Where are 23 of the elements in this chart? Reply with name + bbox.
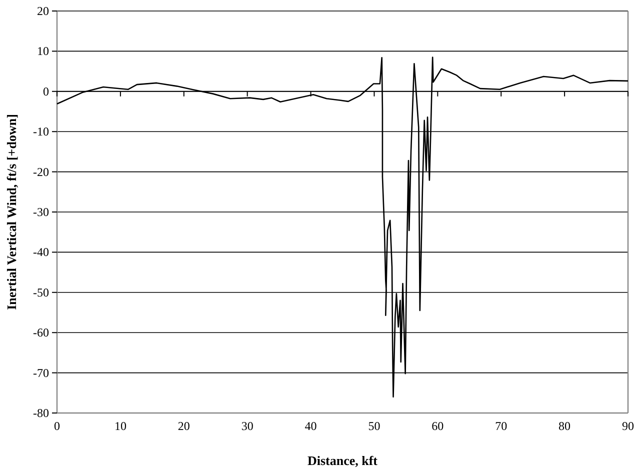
x-tick-label: 80 — [558, 419, 571, 433]
y-tick-label: -10 — [33, 124, 49, 139]
x-tick-label: 70 — [495, 419, 508, 433]
x-tick-label: 60 — [432, 419, 444, 433]
y-tick-label: -70 — [33, 366, 49, 380]
y-tick-label: 10 — [37, 44, 49, 58]
x-tick-label: 20 — [178, 419, 190, 433]
y-tick-label: -60 — [33, 326, 49, 340]
y-tick-label: -30 — [33, 205, 49, 219]
x-tick-label: 90 — [622, 419, 634, 433]
x-tick-label: 10 — [114, 419, 126, 433]
y-tick-label: 0 — [43, 84, 49, 98]
y-tick-label: 20 — [37, 4, 49, 18]
x-tick-label: 40 — [304, 419, 317, 433]
y-tick-label: -80 — [33, 406, 49, 420]
x-axis-title: Distance, kft — [307, 453, 378, 468]
y-tick-label: -40 — [33, 245, 49, 260]
x-tick-label: 50 — [368, 419, 380, 433]
x-tick-label: 0 — [54, 419, 60, 433]
y-tick-label: -50 — [33, 285, 49, 300]
x-tick-label: 30 — [241, 419, 254, 433]
y-tick-label: -20 — [33, 164, 49, 179]
y-axis-title: Inertial Vertical Wind, ft/s [+down] — [4, 114, 19, 310]
